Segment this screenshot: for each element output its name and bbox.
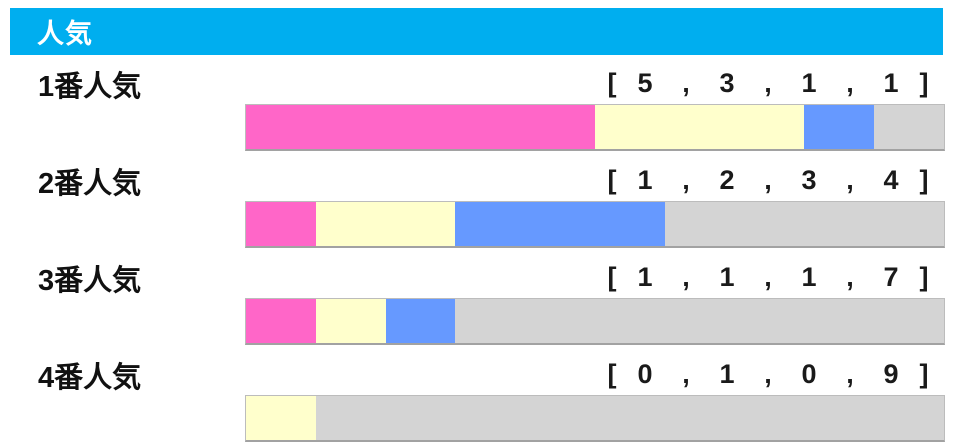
bar-segment-1 <box>246 202 316 246</box>
row-label: 4番人気 <box>38 361 142 394</box>
open-bracket: [ <box>607 165 617 195</box>
row-label: 1番人気 <box>38 70 142 103</box>
bar-segment-3 <box>804 105 875 149</box>
bar-segment-4 <box>455 299 944 343</box>
finish-count-value: 4 <box>883 165 899 195</box>
finish-count-value: 7 <box>883 262 899 292</box>
value-separator: , <box>682 165 690 195</box>
close-bracket: ] <box>919 262 929 292</box>
value-separator: , <box>846 359 854 389</box>
row-finish-counts: [1, 1, 1, 7] <box>601 262 935 293</box>
finish-count-value: 5 <box>637 68 653 98</box>
section-title: 人気 <box>37 19 93 49</box>
close-bracket: ] <box>919 165 929 195</box>
row-finish-counts: [1, 2, 3, 4] <box>601 165 935 196</box>
popularity-row: 2番人気 [1, 2, 3, 4] <box>0 160 980 248</box>
value-separator: , <box>682 68 690 98</box>
finish-count-value: 1 <box>719 359 735 389</box>
finish-count-value: 1 <box>719 262 735 292</box>
bar-segment-2 <box>315 202 456 246</box>
value-separator: , <box>764 68 772 98</box>
row-head: 3番人気 [1, 1, 1, 7] <box>38 257 935 298</box>
stacked-bar <box>245 395 945 442</box>
value-separator: , <box>764 359 772 389</box>
stacked-bar <box>245 104 945 151</box>
row-label: 2番人気 <box>38 167 142 200</box>
value-separator: , <box>846 262 854 292</box>
bar-segment-3 <box>455 202 665 246</box>
open-bracket: [ <box>607 359 617 389</box>
bar-segment-1 <box>246 105 595 149</box>
finish-count-value: 3 <box>801 165 817 195</box>
bar-segment-2 <box>595 105 805 149</box>
finish-count-value: 9 <box>883 359 899 389</box>
row-head: 4番人気 [0, 1, 0, 9] <box>38 354 935 395</box>
popularity-row: 3番人気 [1, 1, 1, 7] <box>0 257 980 345</box>
value-separator: , <box>682 262 690 292</box>
row-head: 1番人気 [5, 3, 1, 1] <box>38 63 935 104</box>
finish-count-value: 3 <box>719 68 735 98</box>
finish-count-value: 0 <box>801 359 817 389</box>
close-bracket: ] <box>919 359 929 389</box>
popularity-row: 4番人気 [0, 1, 0, 9] <box>0 354 980 442</box>
row-finish-counts: [0, 1, 0, 9] <box>601 359 935 390</box>
stacked-bar <box>245 201 945 248</box>
finish-count-value: 1 <box>801 262 817 292</box>
bar-segment-4 <box>664 202 944 246</box>
popularity-row: 1番人気 [5, 3, 1, 1] <box>0 63 980 151</box>
bar-segment-2 <box>246 396 316 440</box>
finish-count-value: 2 <box>719 165 735 195</box>
section-header: 人気 <box>10 8 943 55</box>
popularity-rows: 1番人気 [5, 3, 1, 1] 2番人気 [1, 2, 3, 4] 3番人気 [1, 1,… <box>0 63 980 442</box>
finish-count-value: 1 <box>637 262 653 292</box>
open-bracket: [ <box>607 68 617 98</box>
close-bracket: ] <box>919 68 929 98</box>
row-finish-counts: [5, 3, 1, 1] <box>601 68 935 99</box>
finish-count-value: 1 <box>801 68 817 98</box>
bar-segment-4 <box>874 105 944 149</box>
value-separator: , <box>764 165 772 195</box>
bar-segment-1 <box>246 299 316 343</box>
finish-count-value: 0 <box>637 359 653 389</box>
value-separator: , <box>846 165 854 195</box>
bar-segment-3 <box>385 299 456 343</box>
value-separator: , <box>764 262 772 292</box>
bar-segment-4 <box>315 396 944 440</box>
row-label: 3番人気 <box>38 264 142 297</box>
row-head: 2番人気 [1, 2, 3, 4] <box>38 160 935 201</box>
value-separator: , <box>682 359 690 389</box>
stacked-bar <box>245 298 945 345</box>
finish-count-value: 1 <box>883 68 899 98</box>
bar-segment-2 <box>315 299 386 343</box>
value-separator: , <box>846 68 854 98</box>
finish-count-value: 1 <box>637 165 653 195</box>
open-bracket: [ <box>607 262 617 292</box>
